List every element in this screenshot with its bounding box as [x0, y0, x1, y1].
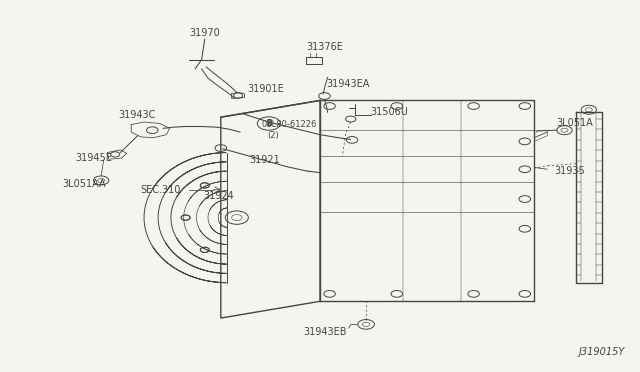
Text: 3L051AA: 3L051AA: [63, 179, 106, 189]
Text: 31943EB: 31943EB: [303, 327, 347, 337]
Text: J319015Y: J319015Y: [579, 347, 625, 356]
Text: 08L80-61226: 08L80-61226: [261, 120, 317, 129]
Text: 31376E: 31376E: [306, 42, 343, 51]
Text: B: B: [266, 119, 271, 128]
Text: 31945E: 31945E: [76, 153, 113, 163]
Text: 31943EA: 31943EA: [326, 79, 370, 89]
Text: 31506U: 31506U: [370, 107, 408, 116]
Text: 31970: 31970: [189, 29, 220, 38]
Text: 31943C: 31943C: [118, 110, 156, 120]
Text: 31935: 31935: [554, 166, 585, 176]
Text: SEC.310: SEC.310: [140, 185, 180, 195]
Text: 31921: 31921: [250, 155, 280, 165]
Text: (2): (2): [268, 131, 279, 140]
Text: 31924: 31924: [204, 191, 234, 201]
Text: 3L051A: 3L051A: [557, 118, 593, 128]
Text: 31901E: 31901E: [247, 84, 284, 94]
